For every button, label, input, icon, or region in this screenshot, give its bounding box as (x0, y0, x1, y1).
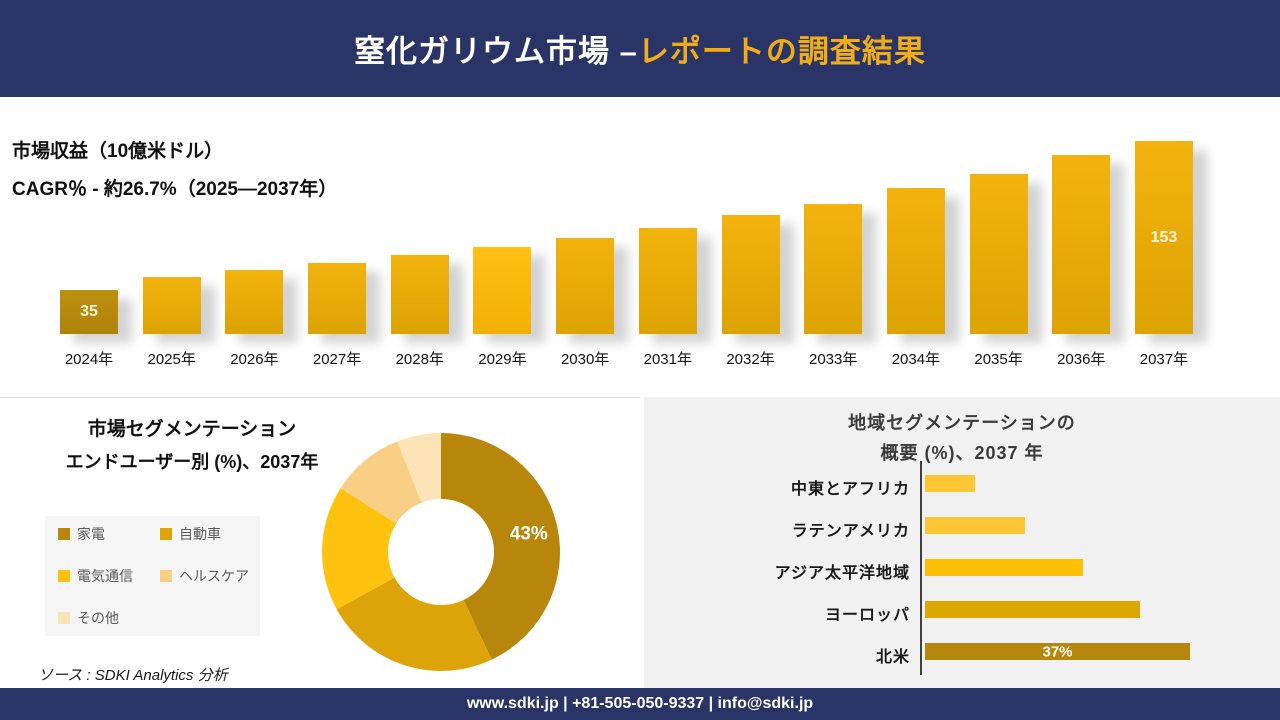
donut-legend: 家電 自動車電気通信 ヘルスケアその他 (45, 516, 260, 636)
revenue-bar (1052, 155, 1111, 334)
region-category-label: 中東とアフリカ (790, 481, 910, 498)
segmentation-title-line1: 市場セグメンテーション (87, 419, 297, 440)
legend-swatch (58, 612, 70, 624)
revenue-bar (225, 270, 284, 334)
bar-column: 2031年 (638, 141, 697, 368)
legend-swatch (160, 570, 172, 582)
bar-column: 2030年 (556, 141, 615, 368)
region-bar (925, 559, 1083, 576)
bar-column: 35 2024年 (60, 141, 118, 368)
revenue-bar (142, 277, 201, 334)
source-attribution: ソース : SDKI Analytics 分析 (38, 667, 228, 684)
donut-slice (397, 433, 441, 503)
x-axis-tick-label: 2037年 (1139, 351, 1189, 368)
donut-svg: 43% (321, 433, 560, 671)
report-header: 窒化ガリウム市場 –レポートの調査結果 (0, 0, 1280, 97)
region-bar (925, 475, 975, 492)
legend-item: 電気通信 (58, 566, 133, 586)
revenue-bar (638, 228, 697, 334)
donut-slice (321, 488, 397, 610)
revenue-bar: 153 (1134, 141, 1193, 334)
donut-slice (441, 433, 560, 660)
region-panel: 地域セグメンテーションの 概要 (%)、2037 年 中東とアフリカ ラテンアメリ… (644, 397, 1280, 688)
region-category-label: アジア太平洋地域 (774, 565, 910, 582)
legend-item: その他 (58, 608, 119, 628)
bar-column: 2027年 (308, 141, 367, 368)
x-axis-tick-label: 2032年 (726, 351, 775, 368)
legend-item: 家電 (58, 524, 105, 544)
bar-column: 2032年 (721, 141, 780, 368)
region-title-line1: 地域セグメンテーションの (848, 413, 1076, 433)
x-axis-tick-label: 2024年 (64, 351, 114, 368)
legend-swatch (160, 528, 172, 540)
legend-label: 家電 (77, 526, 105, 542)
x-axis-tick-label: 2027年 (312, 351, 362, 368)
legend-item: ヘルスケア (160, 566, 249, 586)
revenue-bar: 35 (60, 290, 118, 334)
region-bar: 37% (925, 643, 1190, 660)
x-axis-tick-label: 2029年 (478, 351, 527, 368)
page-title-main: 窒化ガリウム市場 – (354, 34, 638, 69)
x-axis-tick-label: 2026年 (230, 351, 279, 368)
segmentation-title-line2: エンドユーザー別 (%)、2037年 (65, 452, 319, 472)
legend-item: 自動車 (160, 524, 221, 544)
region-category-label: 北米 (875, 649, 910, 666)
footer-contact-bar: www.sdki.jp | +81-505-050-9337 | info@sd… (0, 688, 1280, 720)
legend-swatch (58, 528, 70, 540)
donut-slice-label: 43% (510, 523, 548, 544)
region-bar (925, 601, 1140, 618)
bar-column: 2033年 (804, 141, 863, 368)
revenue-bar-chart: 35 2024年 2025年 2026年 2027年 2028年 2029年 2030年 203… (60, 141, 1193, 368)
legend-label: ヘルスケア (179, 568, 249, 584)
revenue-bar (969, 174, 1028, 334)
legend-label: その他 (77, 610, 119, 626)
revenue-bar (556, 238, 615, 334)
region-category-label: ラテンアメリカ (791, 523, 910, 540)
revenue-bar (308, 263, 367, 334)
x-axis-tick-label: 2025年 (147, 351, 196, 368)
region-bar-value-label: 37% (1042, 643, 1073, 660)
bar-column: 153 2037年 (1134, 141, 1193, 368)
bar-column: 2029年 (473, 141, 532, 368)
revenue-chart-title: 市場収益（10億米ドル） (12, 141, 224, 162)
x-axis-tick-label: 2030年 (560, 351, 610, 368)
legend-label: 自動車 (179, 526, 221, 542)
bar-column: 2025年 (142, 141, 201, 368)
bar-column: 2028年 (390, 141, 449, 368)
bar-value-label: 35 (80, 303, 98, 320)
revenue-bar (804, 204, 863, 334)
region-chart-axis (920, 461, 922, 675)
region-category-label: ヨーロッパ (824, 607, 910, 624)
bar-column: 2035年 (969, 141, 1028, 368)
x-axis-tick-label: 2034年 (891, 351, 941, 368)
region-bar (925, 517, 1025, 534)
x-axis-tick-label: 2033年 (809, 351, 858, 368)
x-axis-tick-label: 2028年 (395, 351, 444, 368)
end-user-donut-chart: 43% (321, 432, 561, 672)
region-title-line2: 概要 (%)、2037 年 (880, 443, 1044, 463)
bar-value-label: 153 (1150, 228, 1178, 246)
donut-slice (340, 441, 422, 524)
page-title: 窒化ガリウム市場 –レポートの調査結果 (354, 26, 926, 71)
revenue-bar (473, 247, 532, 334)
page-title-accent: レポートの調査結果 (637, 34, 926, 69)
x-axis-tick-label: 2035年 (974, 351, 1023, 368)
segmentation-panel: 市場セグメンテーション エンドユーザー別 (%)、2037年 家電 自動車電気通信… (0, 397, 640, 688)
legend-swatch (58, 570, 70, 582)
revenue-bar (721, 215, 780, 334)
footer-contact-text: www.sdki.jp | +81-505-050-9337 | info@sd… (466, 695, 814, 712)
x-axis-tick-label: 2036年 (1057, 351, 1106, 368)
legend-label: 電気通信 (77, 568, 133, 584)
revenue-bar (886, 188, 945, 334)
bar-column: 2036年 (1052, 141, 1111, 368)
donut-slice (336, 577, 492, 671)
bar-column: 2034年 (886, 141, 945, 368)
bar-column: 2026年 (225, 141, 284, 368)
cagr-subtitle: CAGR％ - 約26.7%（2025―2037年） (12, 179, 338, 200)
revenue-bar (390, 255, 449, 334)
x-axis-tick-label: 2031年 (643, 351, 692, 368)
